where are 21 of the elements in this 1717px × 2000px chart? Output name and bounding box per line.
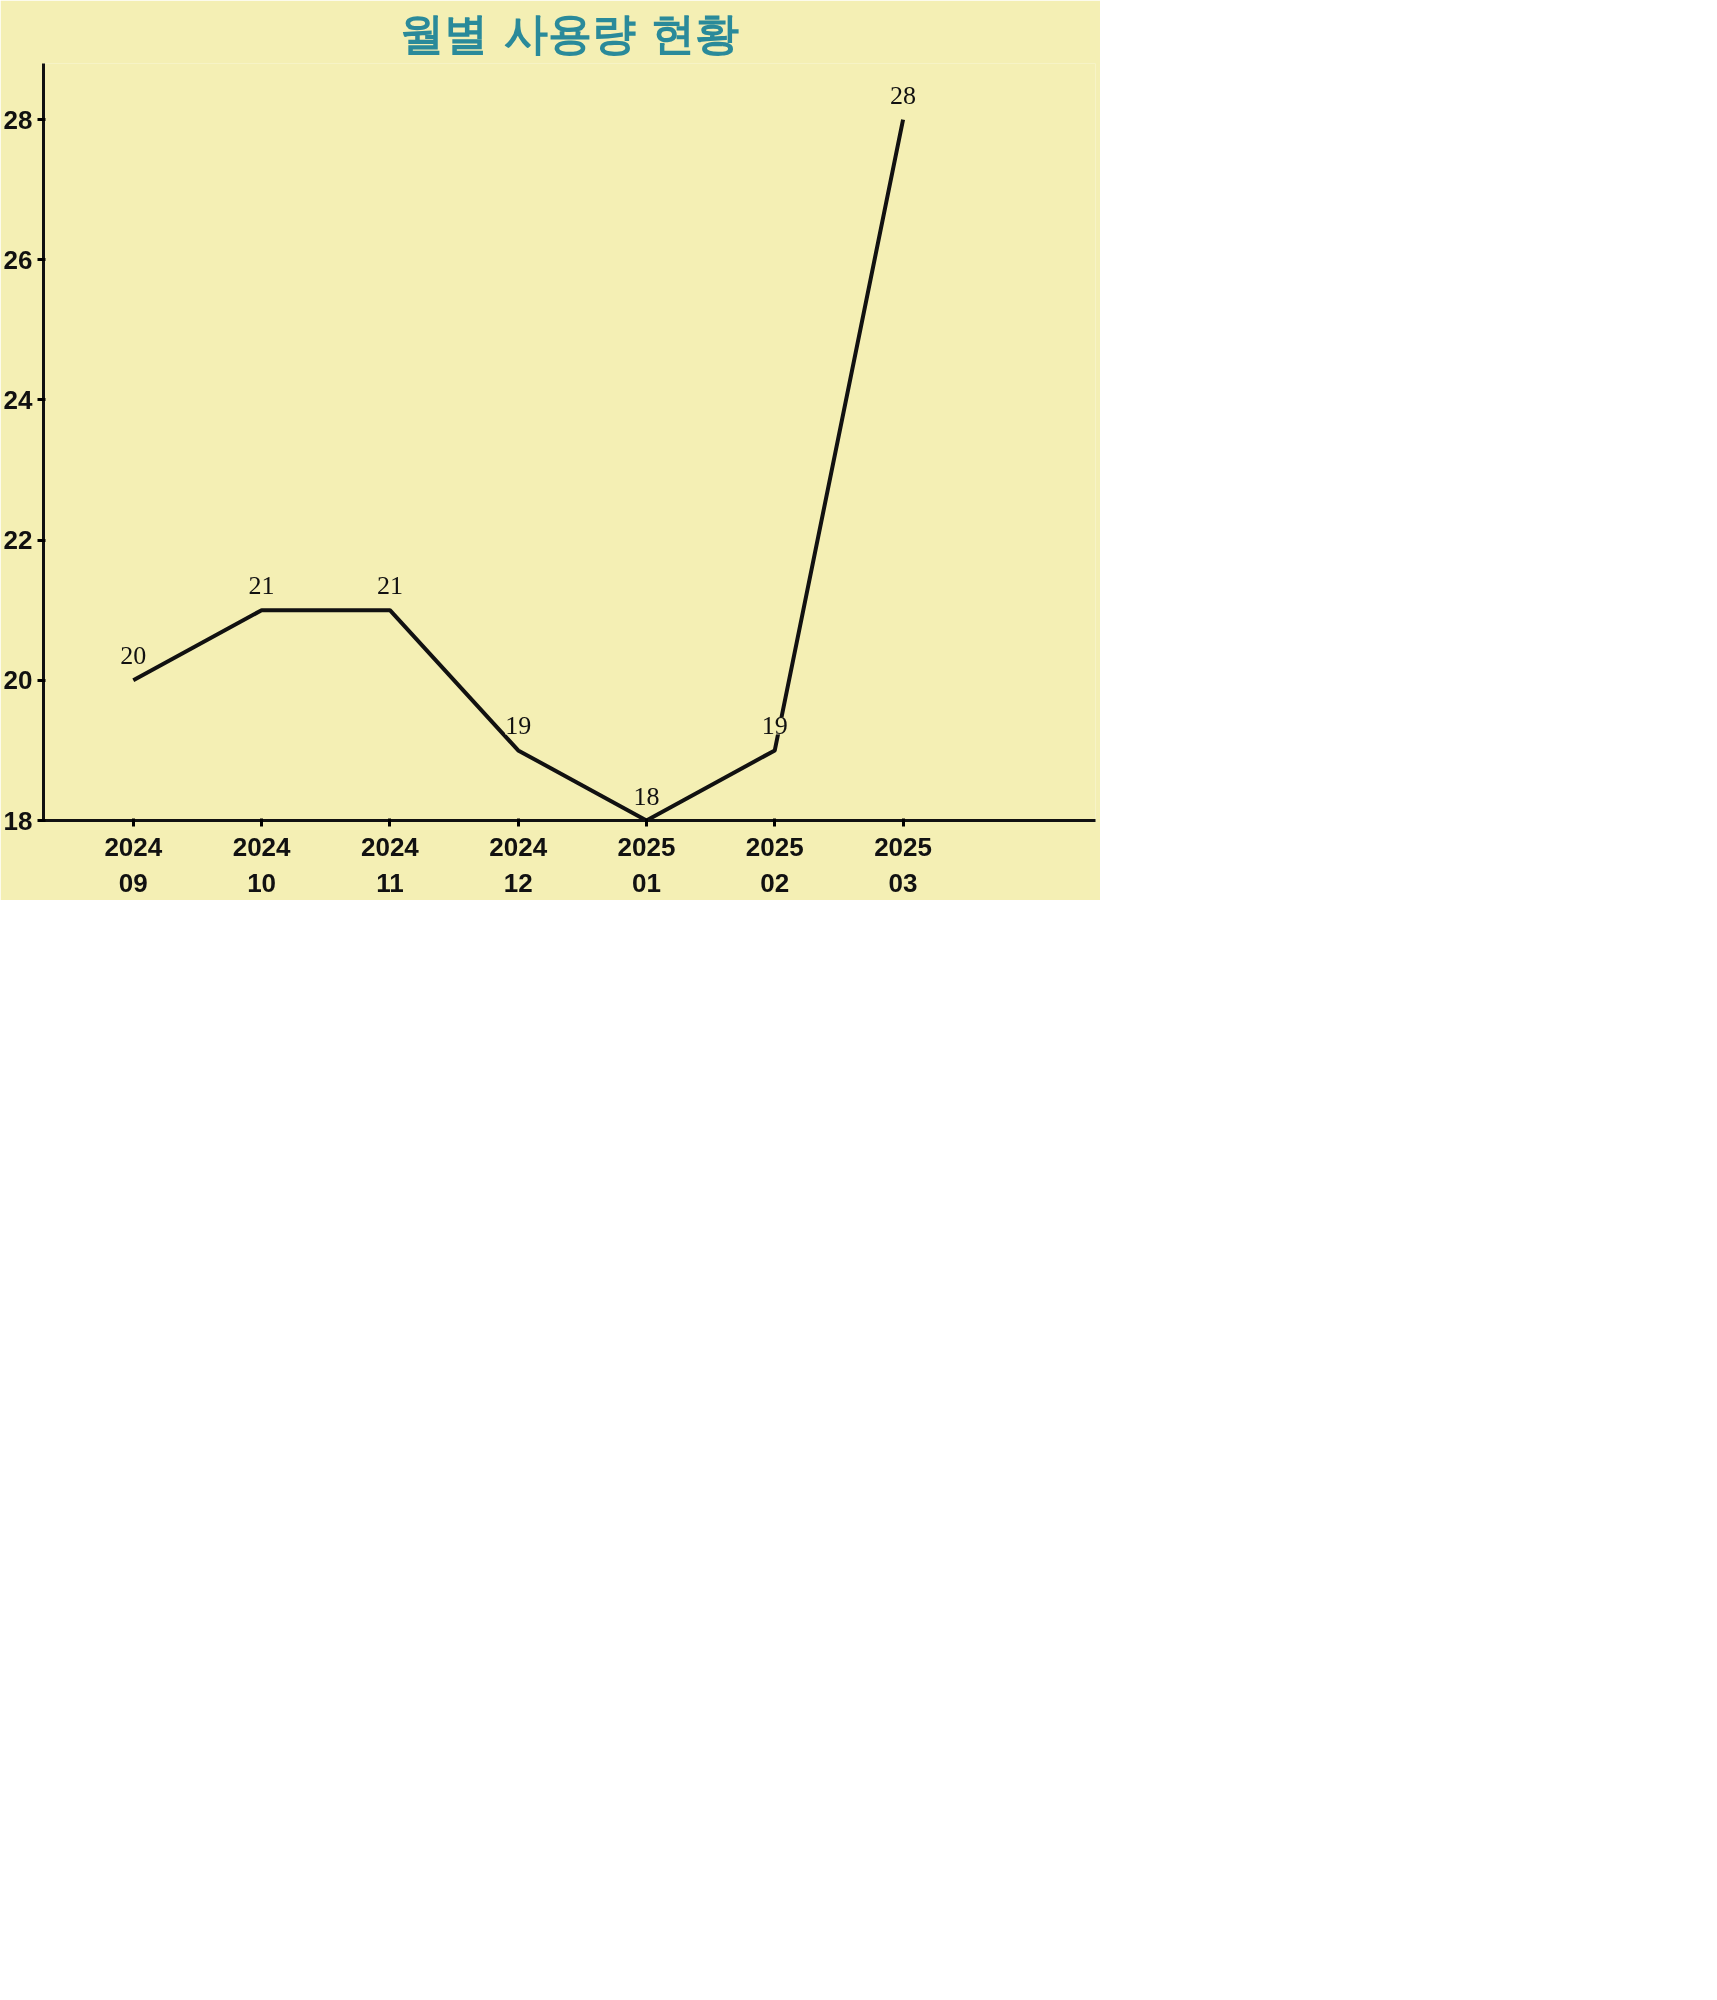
y-tick-label: 18 [3,805,33,836]
x-tick-label: 2025 02 [745,831,804,898]
data-label: 19 [761,711,788,741]
x-tick-label: 2025 03 [874,831,932,898]
x-tick-label: 2024 10 [232,831,292,898]
x-tick-label: 2024 11 [360,831,420,898]
y-tick-label: 20 [3,665,33,696]
x-tick-label: 2024 12 [489,831,548,898]
data-label: 21 [376,571,403,601]
y-tick-label: 28 [3,104,33,135]
y-tick-label: 26 [3,244,33,275]
x-tick-label: 2024 09 [104,831,163,898]
x-tick-label: 2025 01 [617,831,676,898]
data-label: 20 [120,641,147,671]
y-tick-label: 22 [3,525,33,556]
data-label: 18 [633,781,660,811]
data-label: 28 [890,80,917,110]
chart-title: 월별 사용량 현황 [400,7,739,59]
y-tick-label: 24 [3,384,34,415]
data-label: 21 [248,571,275,601]
data-label: 19 [505,711,532,741]
